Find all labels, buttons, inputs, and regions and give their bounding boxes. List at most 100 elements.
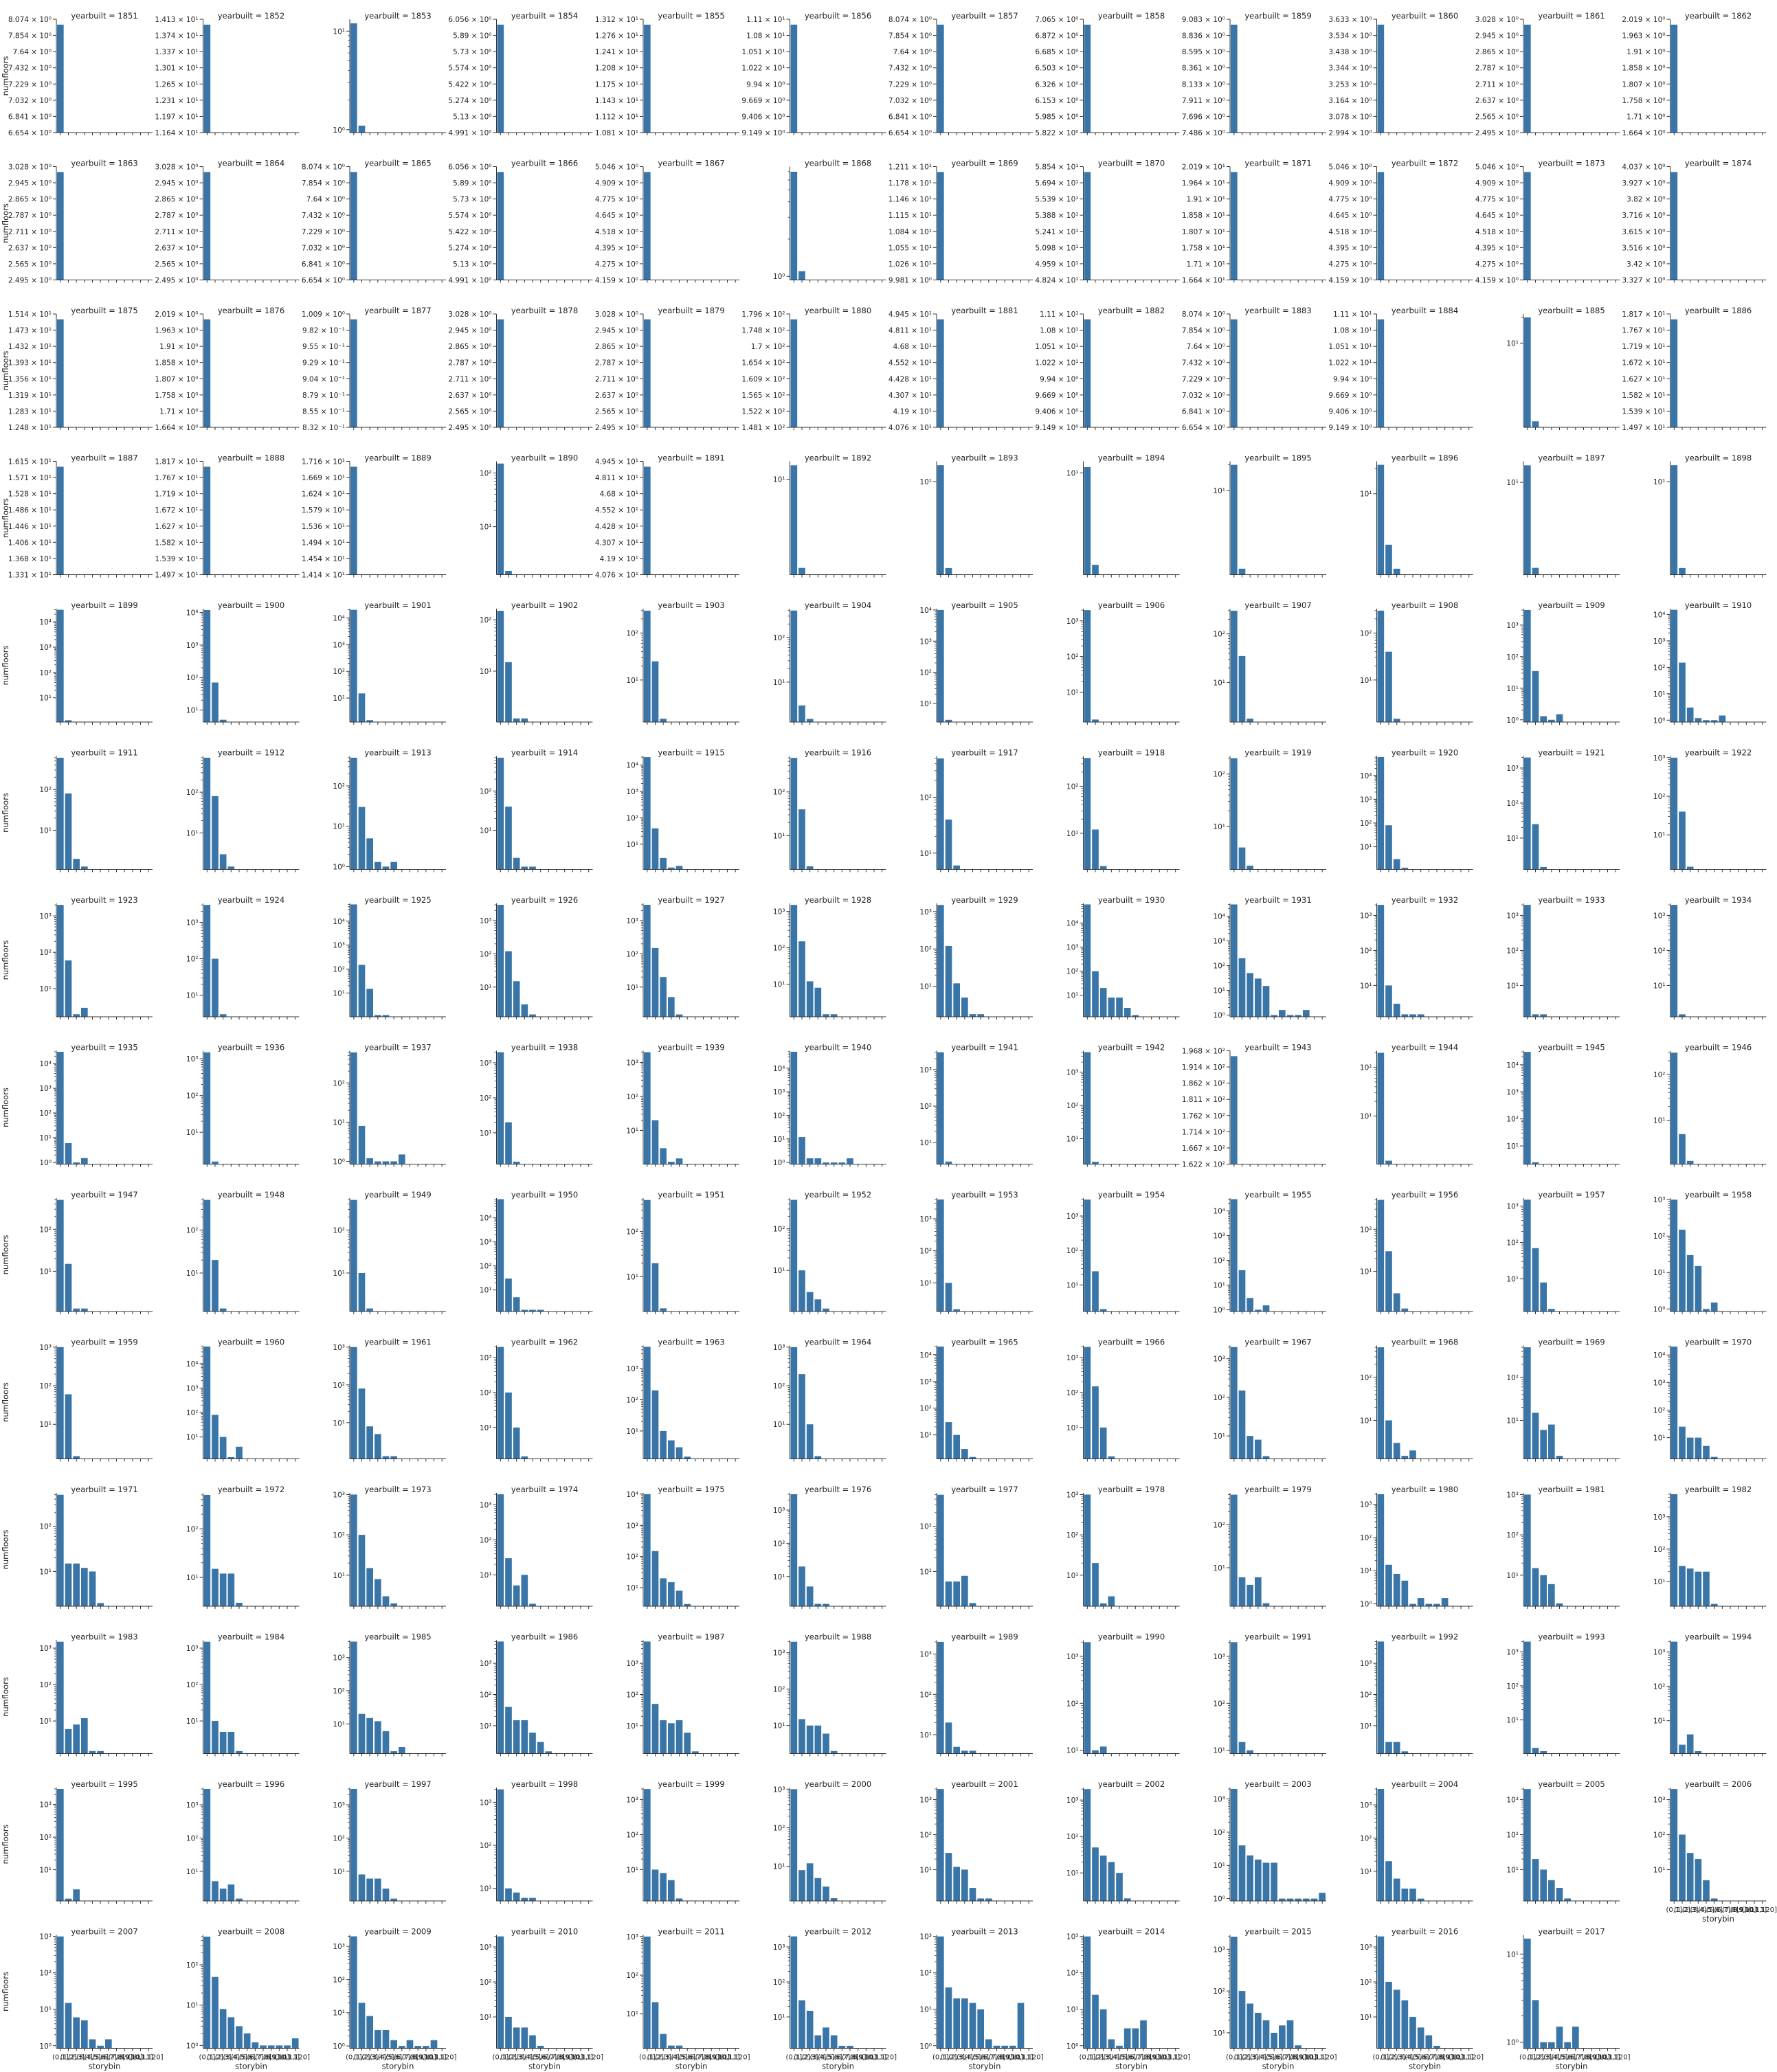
y-tick-label: 1.051 × 10¹ <box>1035 343 1078 351</box>
y-tick-label: 10¹ <box>919 478 932 486</box>
bar <box>644 24 651 133</box>
bar <box>1670 1347 1678 1459</box>
y-tick-label: 10¹ <box>1653 831 1666 840</box>
y-tick-label: 8.133 × 10⁰ <box>1182 80 1225 89</box>
y-tick-label: 9.149 × 10⁰ <box>741 129 785 137</box>
y-tick-label: 10¹ <box>186 829 199 837</box>
y-tick-label: 1.669 × 10¹ <box>302 474 345 482</box>
y-tick-label: 10² <box>1360 947 1372 955</box>
y-tick-label: 2.495 × 10⁰ <box>1475 129 1519 137</box>
y-tick-label: 10³ <box>333 1344 345 1352</box>
y-tick-label: 6.153 × 10⁰ <box>1035 97 1078 105</box>
y-tick-label: 4.909 × 10⁰ <box>1475 179 1519 188</box>
y-tick-label: 1.051 × 10¹ <box>1328 343 1372 351</box>
bar <box>203 1200 211 1311</box>
facet-title: yearbuilt = 1940 <box>805 1043 871 1052</box>
bar <box>497 1494 504 1606</box>
bar <box>1393 1573 1400 1606</box>
bar <box>651 661 659 722</box>
bar <box>1703 720 1710 722</box>
y-tick-label: 9.149 × 10⁰ <box>1035 424 1078 432</box>
facet-title: yearbuilt = 1970 <box>1685 1338 1752 1347</box>
bar <box>790 1200 798 1311</box>
bar <box>675 1447 683 1459</box>
bar <box>212 1568 219 1606</box>
bar <box>57 172 64 280</box>
y-tick-label: 10¹ <box>626 1273 638 1281</box>
bar <box>798 941 805 1017</box>
y-tick-label: 1.022 × 10¹ <box>1328 359 1372 368</box>
bar <box>1695 718 1702 722</box>
y-tick-label: 1.312 × 10¹ <box>595 16 638 24</box>
y-tick-label: 1.454 × 10¹ <box>302 555 345 563</box>
bar <box>203 466 211 575</box>
y-tick-label: 10³ <box>773 1344 785 1352</box>
y-tick-label: 10¹ <box>1213 1564 1225 1573</box>
y-tick-label: 4.959 × 10¹ <box>1035 260 1078 269</box>
bar <box>937 905 944 1017</box>
y-tick-label: 4.991 × 10⁰ <box>448 129 491 137</box>
bar <box>1385 985 1392 1017</box>
bar <box>790 610 798 722</box>
y-tick-label: 10² <box>773 1226 785 1234</box>
bar <box>798 809 805 870</box>
y-tick-label: 10³ <box>480 1354 492 1362</box>
y-tick-label: 1.084 × 10¹ <box>888 228 932 236</box>
y-tick-label: 10¹ <box>39 827 52 835</box>
bar <box>505 1392 512 1459</box>
y-tick-label: 10¹ <box>1653 1117 1666 1125</box>
bar <box>521 1575 528 1606</box>
bar <box>1099 1603 1107 1606</box>
y-tick-label: 10² <box>1360 629 1372 638</box>
bar <box>505 807 512 870</box>
y-tick-label: 7.432 × 10⁰ <box>888 65 932 73</box>
y-tick-label: 2.565 × 10⁰ <box>595 407 638 416</box>
y-tick-label: 3.253 × 10⁰ <box>1328 80 1372 89</box>
bar <box>823 1162 829 1164</box>
y-tick-label: 5.422 × 10⁰ <box>448 228 491 236</box>
bar <box>219 1573 227 1606</box>
y-tick-label: 10² <box>919 1405 932 1413</box>
y-tick-label: 10¹ <box>480 523 492 532</box>
y-tick-label: 2.637 × 10⁰ <box>8 244 52 252</box>
y-tick-label: 10² <box>1506 1116 1519 1124</box>
y-tick-label: 10⁴ <box>39 618 52 627</box>
y-tick-label: 4.909 × 10⁰ <box>1328 179 1372 188</box>
bar <box>1686 1160 1694 1164</box>
facet-title: yearbuilt = 1884 <box>1392 306 1458 315</box>
y-tick-label: 10¹ <box>333 1419 345 1428</box>
bar <box>1524 317 1531 427</box>
facet-title: yearbuilt = 1869 <box>951 159 1018 168</box>
bar <box>1686 1437 1694 1459</box>
facet-title: yearbuilt = 1871 <box>1244 159 1311 168</box>
y-tick-label: 10¹ <box>1506 1417 1519 1425</box>
y-tick-label: 2.711 × 10⁰ <box>448 375 491 383</box>
bar <box>953 865 960 870</box>
y-tick-label: 10² <box>186 956 199 964</box>
y-tick-label: 10¹ <box>919 1568 932 1576</box>
bar <box>806 1292 814 1311</box>
facet-title: yearbuilt = 1868 <box>805 159 871 168</box>
bar <box>945 819 952 870</box>
bar <box>203 1346 211 1459</box>
y-tick-label: 10² <box>1506 800 1519 808</box>
y-tick-label: 7.229 × 10⁰ <box>1182 375 1225 383</box>
y-tick-label: 10¹ <box>333 823 345 831</box>
facet-title: yearbuilt = 1943 <box>1244 1043 1311 1052</box>
bar <box>1532 567 1539 575</box>
y-tick-label: 1.514 × 10¹ <box>8 311 52 319</box>
y-tick-label: 10¹ <box>1066 992 1079 1000</box>
y-tick-label: 2.945 × 10⁰ <box>448 327 491 335</box>
facet-title: yearbuilt = 1924 <box>218 895 284 905</box>
y-tick-label: 2.565 × 10⁰ <box>8 260 52 269</box>
y-tick-label: 6.841 × 10⁰ <box>1182 407 1225 416</box>
y-tick-label: 1.767 × 10¹ <box>155 474 198 482</box>
bar <box>497 463 504 575</box>
y-tick-label: 3.028 × 10⁰ <box>155 164 198 172</box>
y-tick-label: 2.994 × 10⁰ <box>1328 129 1372 137</box>
bar <box>57 466 64 575</box>
y-tick-label: 10⁰ <box>1506 717 1519 725</box>
y-tick-label: 7.854 × 10⁰ <box>302 179 345 188</box>
y-tick-label: 4.076 × 10¹ <box>595 572 638 580</box>
facet-title: yearbuilt = 1880 <box>805 306 871 315</box>
